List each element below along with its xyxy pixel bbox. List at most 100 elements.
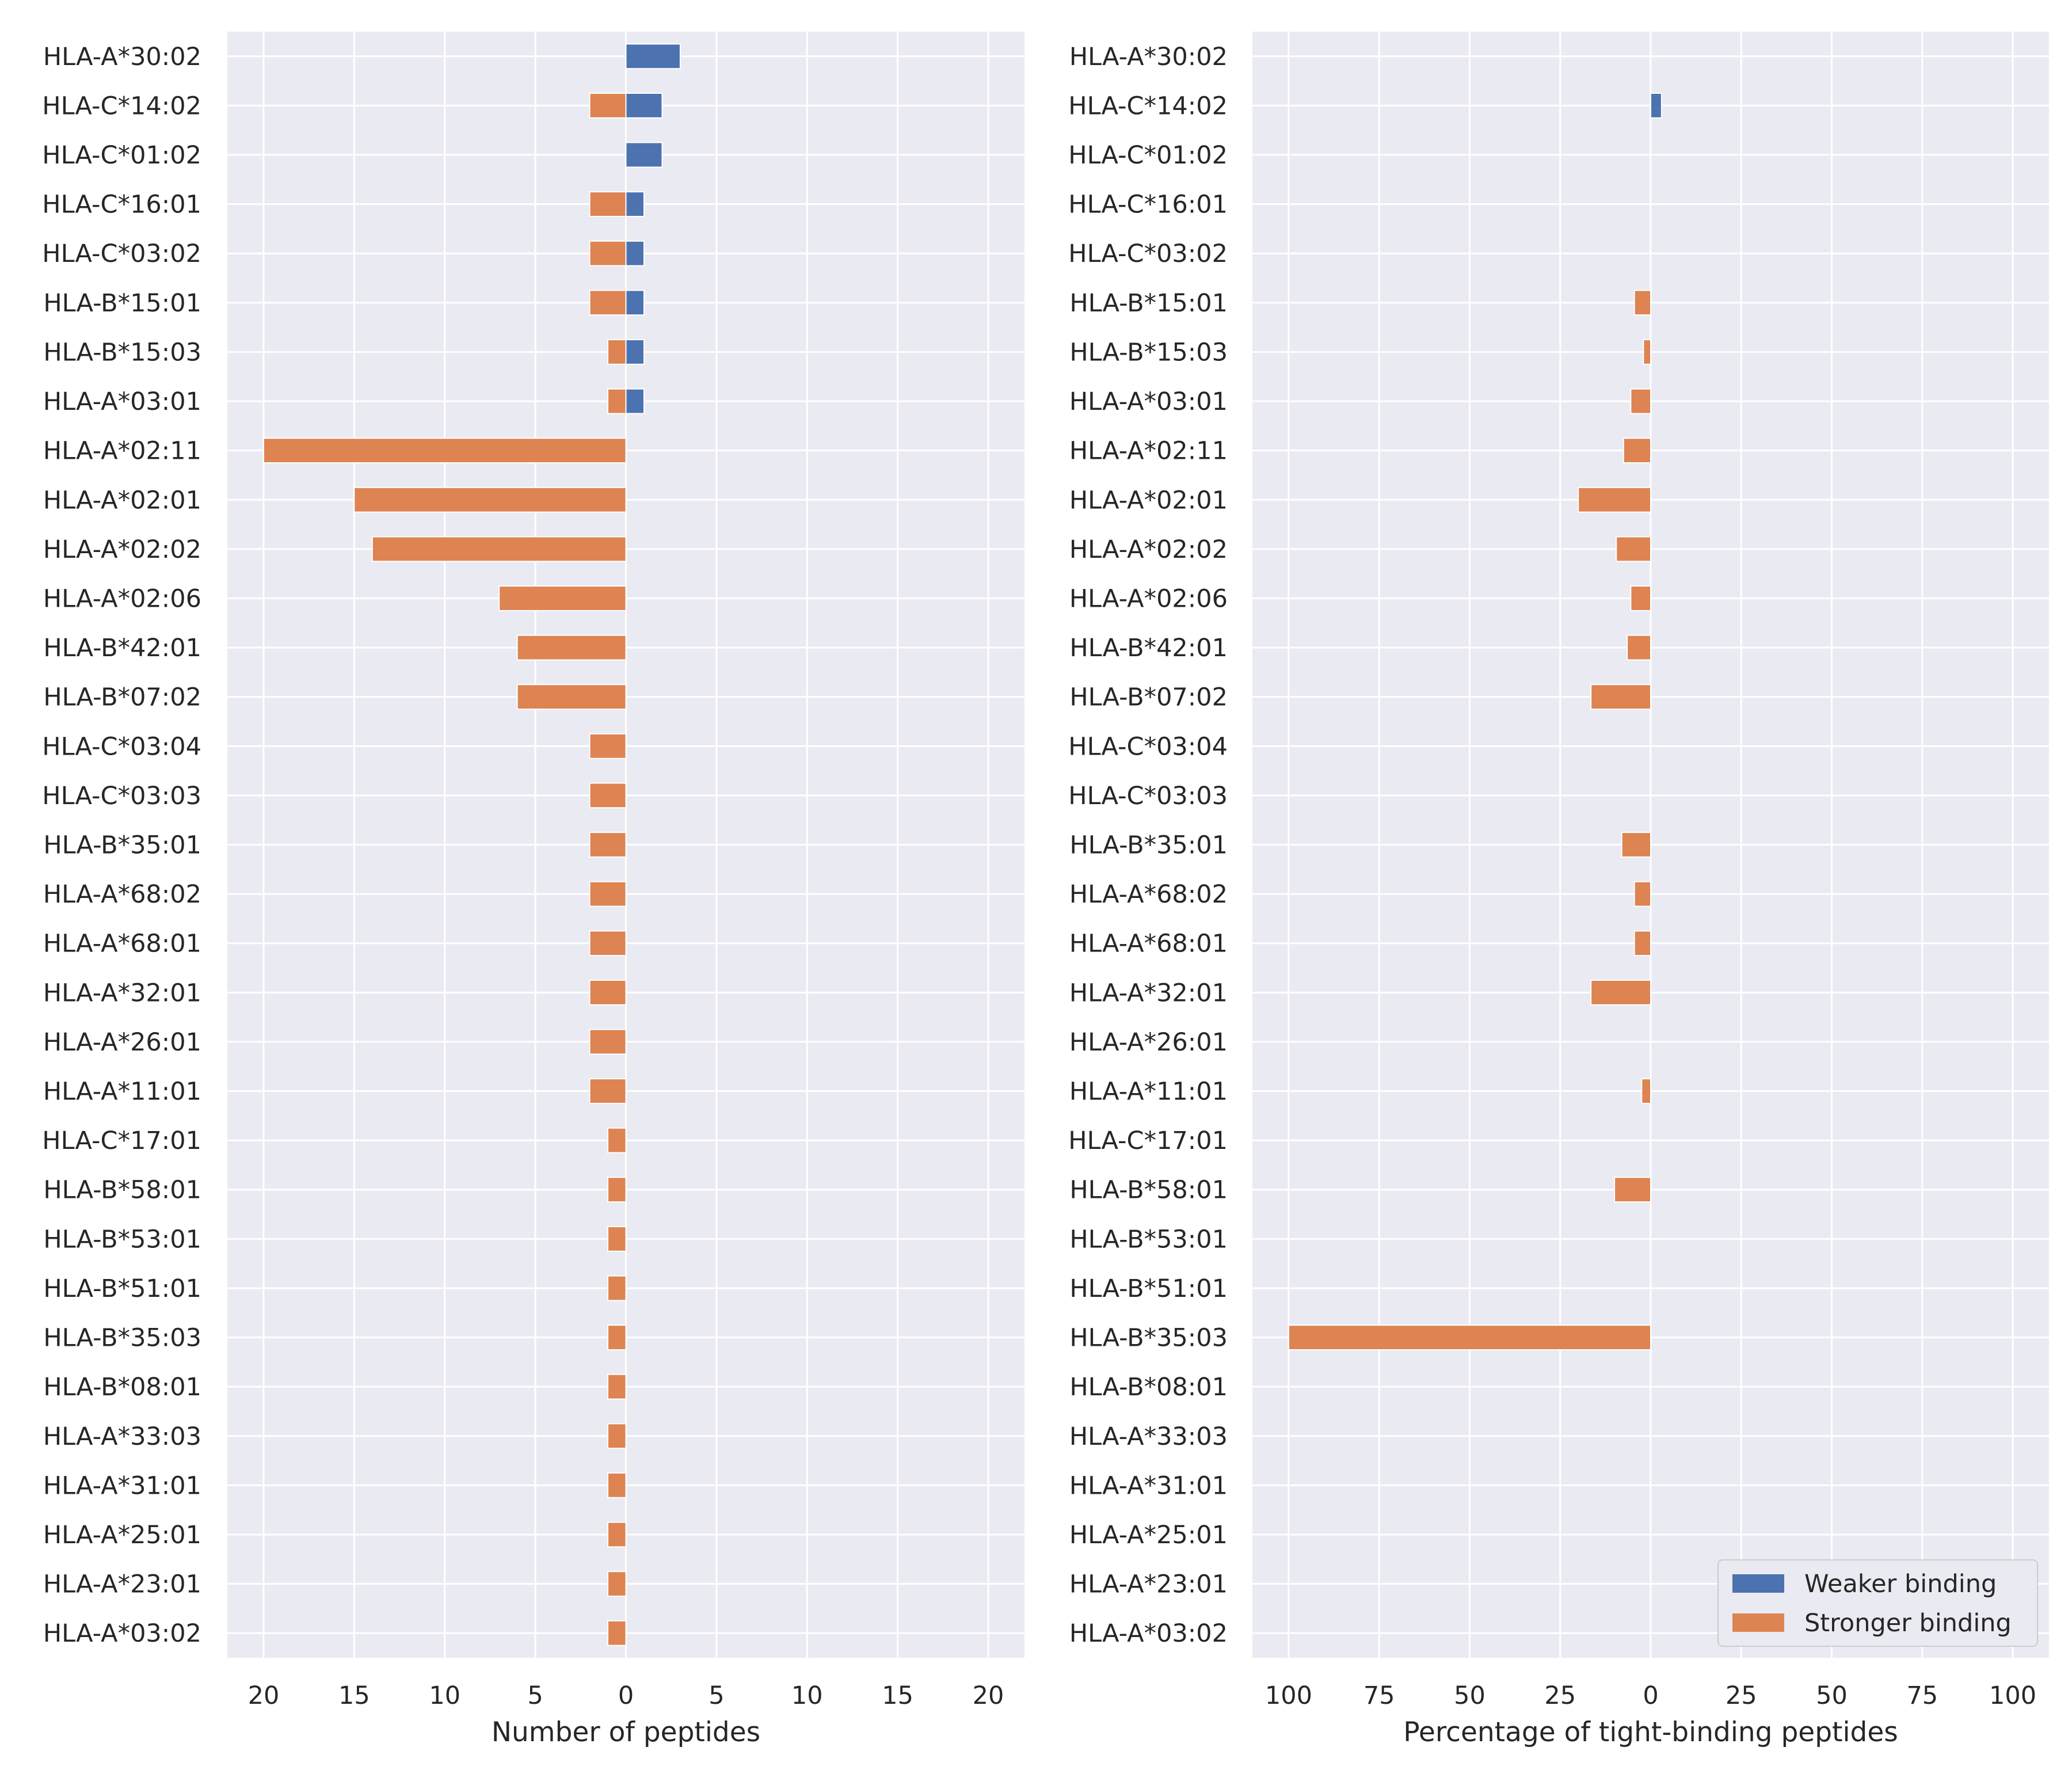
y-tick-label: HLA-A*11:01 — [1069, 1078, 1228, 1106]
bar-stronger-binding — [1622, 437, 1651, 464]
y-tick-label: HLA-A*33:03 — [43, 1422, 201, 1451]
y-tick-label: HLA-A*02:02 — [43, 535, 201, 564]
y-tick-label: HLA-C*03:02 — [42, 239, 201, 268]
y-tick-label: HLA-C*03:04 — [1068, 732, 1228, 761]
bar-stronger-binding — [498, 585, 627, 611]
x-tick-label: 10 — [429, 1681, 460, 1710]
x-tick-label: 100 — [1989, 1681, 2036, 1710]
x-tick-label: 25 — [1726, 1681, 1757, 1710]
y-tick-label: HLA-A*23:01 — [43, 1570, 201, 1599]
bar-stronger-binding — [1616, 536, 1651, 562]
y-tick-label: HLA-A*33:03 — [1069, 1422, 1228, 1451]
bar-stronger-binding — [1578, 486, 1652, 513]
y-tick-label: HLA-A*02:06 — [43, 584, 201, 613]
y-tick-label: HLA-A*68:01 — [1069, 930, 1228, 958]
y-tick-label: HLA-A*30:02 — [1069, 43, 1228, 71]
bar-stronger-binding — [607, 1472, 627, 1498]
bar-weaker-binding — [625, 93, 663, 119]
y-tick-label: HLA-A*03:02 — [43, 1619, 201, 1648]
bar-stronger-binding — [1633, 881, 1652, 907]
y-tick-label: HLA-A*02:06 — [1069, 584, 1228, 613]
y-tick-label: HLA-A*32:01 — [1069, 979, 1228, 1007]
bar-stronger-binding — [589, 881, 627, 907]
x-tick-label: 10 — [791, 1681, 823, 1710]
bar-stronger-binding — [589, 930, 627, 957]
y-tick-label: HLA-C*03:03 — [42, 782, 201, 810]
bar-weaker-binding — [625, 240, 645, 267]
y-tick-label: HLA-C*16:01 — [1068, 191, 1228, 219]
y-tick-label: HLA-A*32:01 — [43, 979, 201, 1007]
y-tick-label: HLA-C*01:02 — [1068, 141, 1228, 170]
bar-stronger-binding — [589, 979, 627, 1006]
y-tick-label: HLA-A*68:01 — [43, 930, 201, 958]
bar-stronger-binding — [1590, 684, 1651, 710]
bar-stronger-binding — [1288, 1324, 1652, 1350]
x-tick-label: 20 — [973, 1681, 1004, 1710]
x-tick-label: 5 — [527, 1681, 543, 1710]
bar-stronger-binding — [589, 93, 627, 119]
bar-stronger-binding — [589, 240, 627, 267]
x-tick-label: 5 — [709, 1681, 724, 1710]
x-axis-title: Percentage of tight-binding peptides — [1403, 1716, 1898, 1748]
bar-stronger-binding — [589, 733, 627, 759]
bar-stronger-binding — [589, 290, 627, 316]
y-tick-label: HLA-A*25:01 — [1069, 1521, 1228, 1550]
bar-weaker-binding — [1650, 93, 1662, 119]
y-tick-label: HLA-A*26:01 — [43, 1028, 201, 1057]
bar-stronger-binding — [607, 388, 627, 414]
x-tick-label: 75 — [1906, 1681, 1938, 1710]
bar-stronger-binding — [516, 684, 627, 710]
y-tick-label: HLA-B*07:02 — [43, 683, 201, 712]
y-tick-label: HLA-B*42:01 — [43, 634, 201, 663]
bar-stronger-binding — [1643, 339, 1652, 365]
y-tick-label: HLA-A*02:02 — [1069, 535, 1228, 564]
x-tick-label: 50 — [1816, 1681, 1848, 1710]
y-tick-label: HLA-B*15:01 — [43, 289, 201, 318]
y-tick-label: HLA-A*25:01 — [43, 1521, 201, 1550]
bar-stronger-binding — [1633, 290, 1652, 316]
bar-stronger-binding — [607, 1620, 627, 1646]
bar-stronger-binding — [607, 1225, 627, 1252]
x-tick-label: 25 — [1544, 1681, 1576, 1710]
bar-stronger-binding — [607, 1324, 627, 1350]
y-tick-label: HLA-A*26:01 — [1069, 1028, 1228, 1057]
y-tick-label: HLA-C*03:02 — [1068, 239, 1228, 268]
bar-stronger-binding — [607, 1275, 627, 1301]
y-tick-label: HLA-B*08:01 — [43, 1373, 201, 1402]
y-tick-label: HLA-C*17:01 — [1068, 1126, 1228, 1155]
bar-stronger-binding — [607, 1423, 627, 1449]
x-tick-label: 0 — [618, 1681, 634, 1710]
bar-stronger-binding — [589, 1078, 627, 1104]
y-tick-label: HLA-A*02:11 — [1069, 437, 1228, 466]
bar-stronger-binding — [607, 1373, 627, 1400]
bar-weaker-binding — [625, 290, 645, 316]
y-tick-label: HLA-B*15:03 — [43, 338, 201, 367]
bar-stronger-binding — [1627, 634, 1652, 661]
y-tick-label: HLA-B*35:03 — [43, 1324, 201, 1353]
bar-stronger-binding — [589, 191, 627, 218]
bar-stronger-binding — [607, 1127, 627, 1154]
bar-stronger-binding — [1630, 388, 1651, 414]
y-tick-label: HLA-A*03:01 — [1069, 387, 1228, 416]
bar-stronger-binding — [589, 832, 627, 858]
y-tick-label: HLA-C*14:02 — [42, 92, 201, 120]
y-tick-label: HLA-A*23:01 — [1069, 1570, 1228, 1599]
x-axis-title: Number of peptides — [492, 1716, 760, 1748]
x-tick-label: 0 — [1643, 1681, 1658, 1710]
y-tick-label: HLA-B*15:03 — [1069, 338, 1228, 367]
y-tick-label: HLA-C*03:04 — [42, 732, 201, 761]
y-tick-label: HLA-B*42:01 — [1069, 634, 1228, 663]
legend-swatch-stronger — [1732, 1613, 1784, 1632]
y-tick-label: HLA-A*02:01 — [43, 486, 201, 515]
bar-stronger-binding — [607, 1521, 627, 1548]
bar-stronger-binding — [1621, 832, 1651, 858]
y-tick-label: HLA-A*68:02 — [1069, 880, 1228, 909]
y-tick-label: HLA-A*02:01 — [1069, 486, 1228, 515]
x-tick-label: 15 — [338, 1681, 370, 1710]
bar-stronger-binding — [607, 339, 627, 365]
legend: Weaker binding Stronger binding — [1717, 1559, 2038, 1647]
y-tick-label: HLA-A*68:02 — [43, 880, 201, 909]
y-tick-label: HLA-B*35:01 — [43, 831, 201, 860]
y-tick-label: HLA-B*58:01 — [43, 1176, 201, 1205]
